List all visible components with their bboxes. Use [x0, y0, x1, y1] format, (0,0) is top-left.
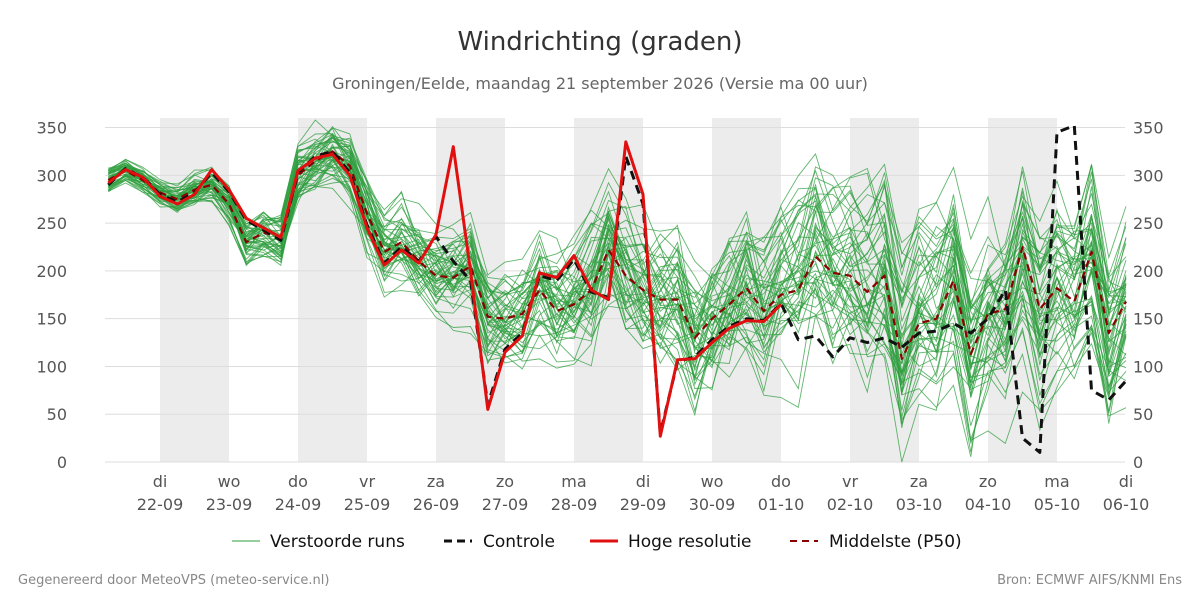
- y-tick-left-100: 100: [36, 357, 67, 376]
- x-tick-date-9: 01-10: [758, 495, 805, 514]
- x-tick-date-3: 25-09: [344, 495, 391, 514]
- legend-perturbed-label: Verstoorde runs: [270, 532, 405, 552]
- x-tick-day-1: wo: [218, 472, 241, 491]
- x-tick-date-11: 03-10: [896, 495, 943, 514]
- perturbed-run-27: [108, 159, 1127, 368]
- x-tick-date-13: 05-10: [1034, 495, 1081, 514]
- x-tick-date-6: 28-09: [551, 495, 598, 514]
- x-axis: di 22-09 wo 23-09 do 24-09 vr 25-09 za 26-09 zo 27-…: [137, 472, 1150, 514]
- x-tick-date-10: 02-10: [827, 495, 874, 514]
- series-hires-line: [107, 140, 783, 438]
- x-tick-date-2: 24-09: [275, 495, 322, 514]
- perturbed-run-20: [108, 156, 1127, 426]
- x-tick-day-13: ma: [1044, 472, 1069, 491]
- y-tick-right-100: 100: [1133, 357, 1164, 376]
- y-tick-right-150: 150: [1133, 310, 1164, 329]
- footer-source: Bron: ECMWF AIFS/KNMI Ens: [997, 573, 1182, 588]
- chart-title: Windrichting (graden): [457, 27, 742, 57]
- legend-hires-label: Hoge resolutie: [628, 532, 752, 552]
- x-tick-date-0: 22-09: [137, 495, 184, 514]
- legend-control-label: Controle: [483, 532, 555, 552]
- x-tick-day-5: zo: [496, 472, 514, 491]
- y-tick-left-300: 300: [36, 166, 67, 185]
- chart-subtitle: Groningen/Eelde, maandag 21 september 20…: [332, 74, 868, 93]
- y-tick-left-200: 200: [36, 262, 67, 281]
- x-tick-day-8: wo: [701, 472, 724, 491]
- y-tick-right-50: 50: [1133, 405, 1153, 424]
- x-tick-day-7: di: [636, 472, 651, 491]
- y-tick-right-0: 0: [1133, 453, 1143, 472]
- y-axis-left: 0 50 100 150 200 250 300 350: [36, 119, 67, 472]
- main-series: [107, 124, 1128, 454]
- y-axis-right: 0 50 100 150 200 250 300 350: [1133, 119, 1164, 472]
- y-tick-left-150: 150: [36, 310, 67, 329]
- x-tick-date-5: 27-09: [482, 495, 529, 514]
- y-tick-right-200: 200: [1133, 262, 1164, 281]
- perturbed-run-36: [108, 125, 1127, 425]
- perturbed-run-41: [108, 133, 1127, 381]
- y-tick-left-350: 350: [36, 119, 67, 138]
- y-tick-right-350: 350: [1133, 119, 1164, 138]
- y-tick-right-250: 250: [1133, 214, 1164, 233]
- x-tick-date-12: 04-10: [965, 495, 1012, 514]
- x-tick-day-9: do: [771, 472, 791, 491]
- x-tick-day-3: vr: [359, 472, 375, 491]
- x-tick-day-6: ma: [561, 472, 586, 491]
- x-tick-date-8: 30-09: [689, 495, 736, 514]
- x-tick-day-12: zo: [979, 472, 997, 491]
- weekend-band-0: [160, 118, 229, 462]
- x-tick-day-10: vr: [842, 472, 858, 491]
- legend-median-label: Middelste (P50): [829, 532, 962, 552]
- perturbed-run-32: [108, 145, 1127, 453]
- x-tick-date-1: 23-09: [206, 495, 253, 514]
- y-tick-left-250: 250: [36, 214, 67, 233]
- x-tick-date-14: 06-10: [1103, 495, 1150, 514]
- x-tick-day-0: di: [153, 472, 168, 491]
- legend: Verstoorde runs Controle Hoge resolutie …: [232, 532, 962, 552]
- y-tick-left-50: 50: [47, 405, 67, 424]
- x-tick-day-14: di: [1119, 472, 1134, 491]
- perturbed-run-48: [108, 134, 1127, 344]
- y-tick-right-300: 300: [1133, 166, 1164, 185]
- y-tick-left-0: 0: [57, 453, 67, 472]
- x-tick-day-11: za: [910, 472, 928, 491]
- perturbed-run-33: [108, 160, 1127, 395]
- x-tick-day-4: za: [427, 472, 445, 491]
- perturbed-run-46: [108, 146, 1127, 387]
- footer-generated: Gegenereerd door MeteoVPS (meteo-service…: [18, 573, 329, 588]
- x-tick-date-4: 26-09: [413, 495, 460, 514]
- perturbed-run-14: [108, 145, 1127, 393]
- x-tick-day-2: do: [288, 472, 308, 491]
- x-tick-date-7: 29-09: [620, 495, 667, 514]
